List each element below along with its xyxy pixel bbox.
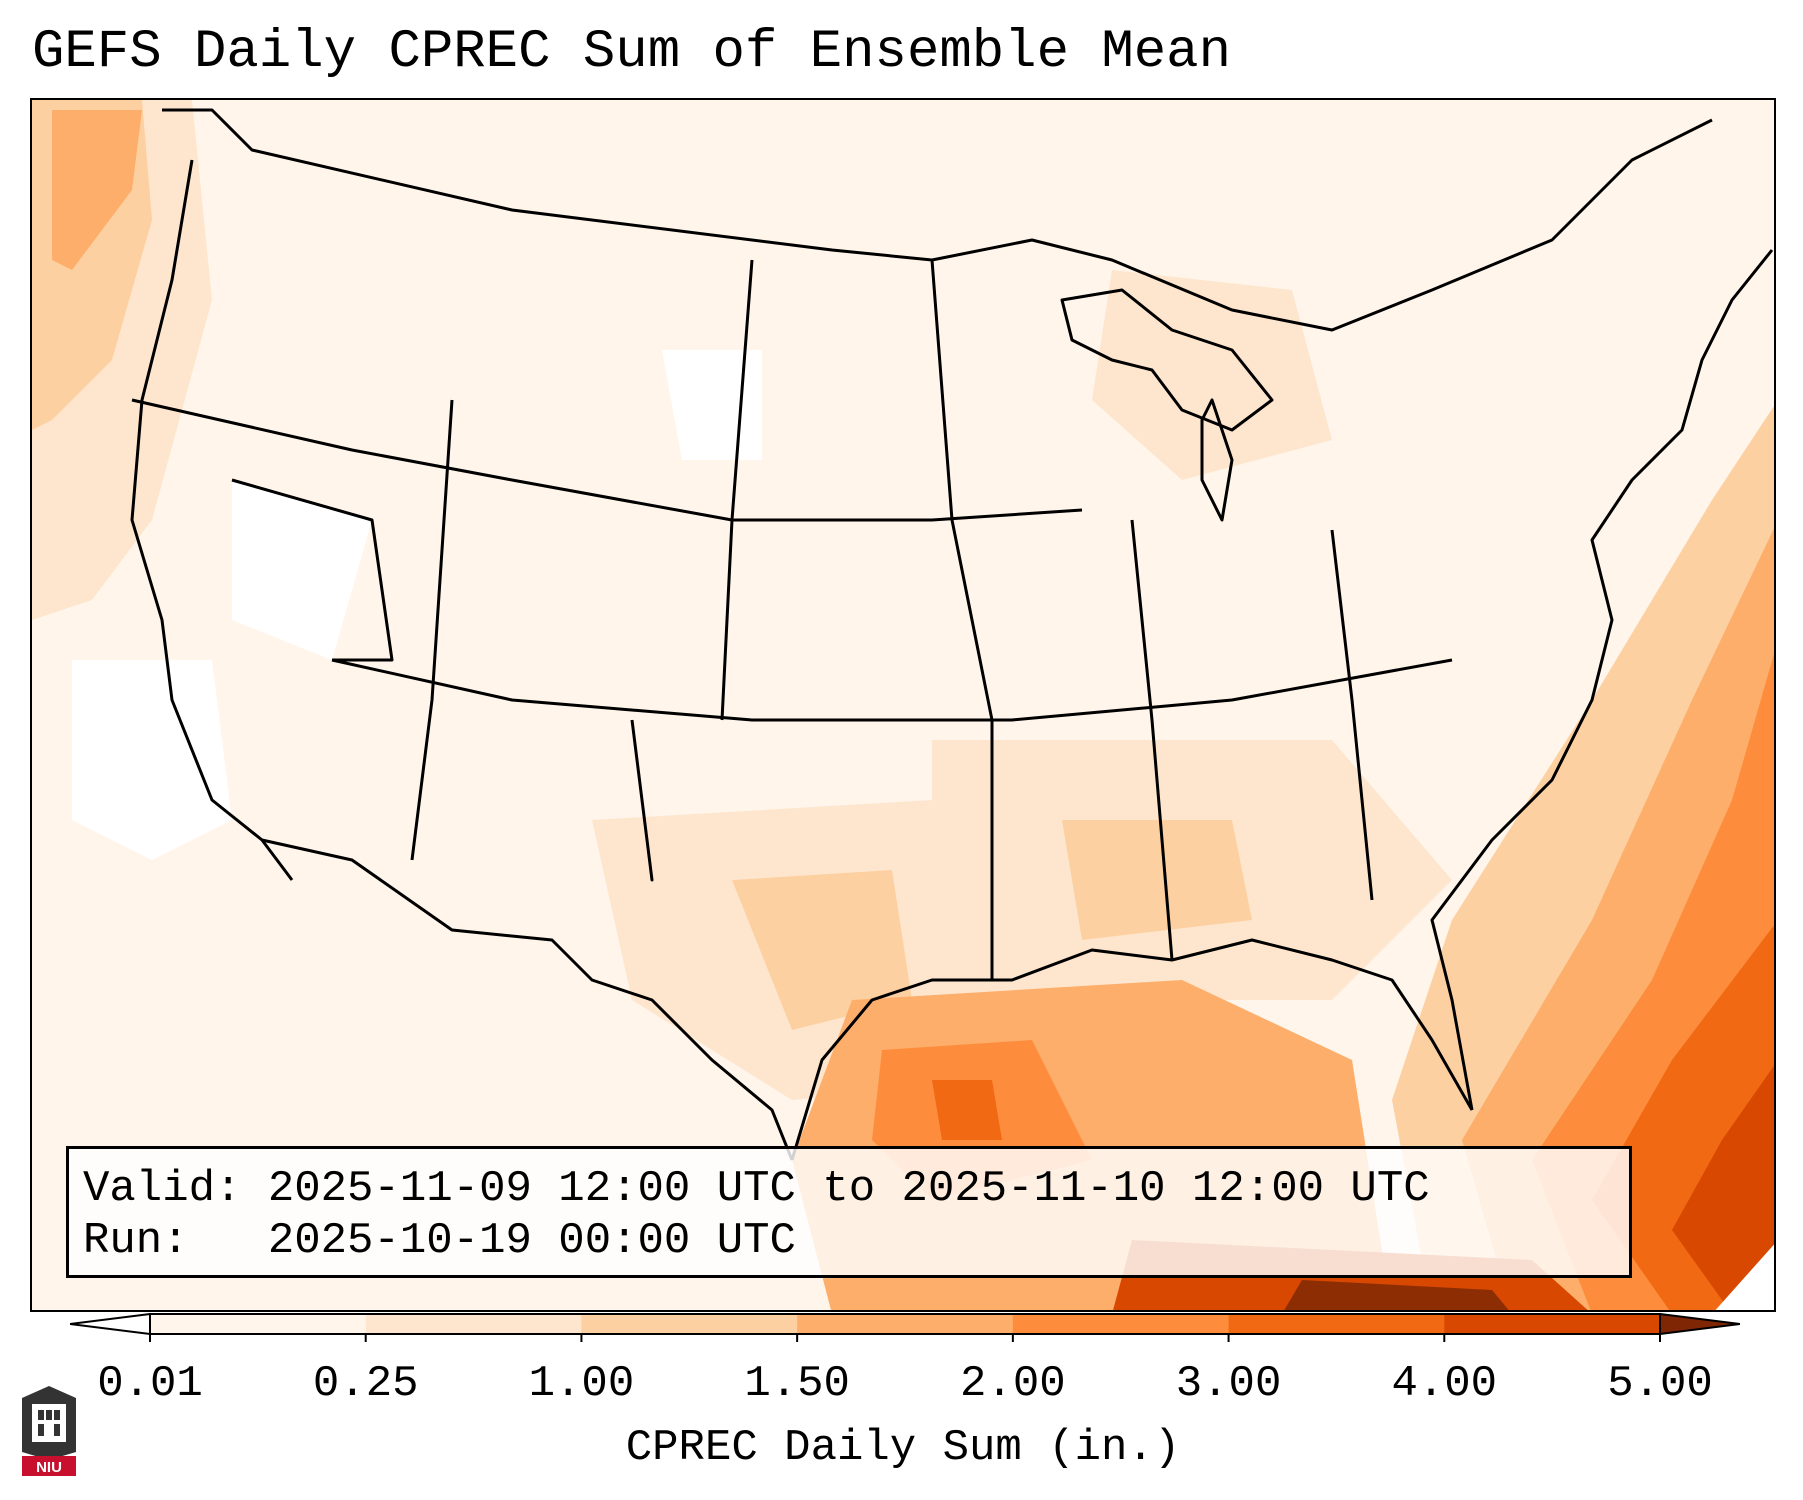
logo-window — [54, 1410, 60, 1420]
logo-window — [38, 1424, 44, 1436]
logo-text: NIU — [36, 1459, 62, 1476]
colorbar-segment — [365, 1314, 582, 1334]
colorbar-segment — [797, 1314, 1014, 1334]
map-title: GEFS Daily CPREC Sum of Ensemble Mean — [32, 22, 1231, 83]
field-pacific-dry — [72, 660, 232, 860]
logo-building — [32, 1404, 66, 1442]
colorbar-tick-label: 1.50 — [744, 1359, 850, 1409]
colorbar-tick-label: 3.00 — [1175, 1359, 1282, 1409]
atlantic-coastline — [1430, 249, 1774, 1111]
colorbar-over-extension — [1659, 1312, 1740, 1336]
state-line-8 — [1330, 529, 1374, 901]
logo-window — [46, 1410, 52, 1420]
colorbar-tick-label: 0.01 — [97, 1359, 203, 1409]
colorbar-segment — [581, 1314, 798, 1334]
canada-border — [162, 108, 1713, 332]
colorbar-tick-label: 2.00 — [960, 1359, 1066, 1409]
gulf-coastline — [790, 938, 1474, 1161]
valid-label: Valid: — [83, 1164, 242, 1214]
colorbar-tick-label: 0.25 — [312, 1359, 419, 1409]
logo-window — [54, 1424, 60, 1436]
colorbar-segment — [1228, 1314, 1445, 1334]
field-plains-dry — [662, 350, 762, 460]
off-domain-corner — [1715, 1244, 1774, 1310]
colorbar-segment — [1012, 1314, 1230, 1334]
state-line-9 — [231, 478, 394, 662]
field-texas-core — [732, 870, 912, 1030]
run-value: 2025-10-19 00:00 UTC — [267, 1216, 796, 1266]
valid-value: 2025-11-09 12:00 UTC to 2025-11-10 12:00… — [267, 1164, 1430, 1214]
field-nevada-dry — [232, 480, 372, 660]
run-label: Run: — [83, 1216, 189, 1266]
colorbar-segment — [1444, 1314, 1661, 1334]
pacific-coastline — [130, 159, 294, 881]
field-great-lakes — [1092, 270, 1332, 480]
colorbar-ticks — [149, 1334, 1661, 1342]
mexico-border — [261, 838, 794, 1161]
boundary-lines — [130, 108, 1774, 1161]
state-line-3 — [630, 719, 654, 882]
lake-michigan — [1200, 398, 1234, 522]
colorbar-segment — [150, 1314, 367, 1334]
logo-band — [22, 1456, 76, 1476]
logo-window — [38, 1410, 44, 1420]
colorbar-frame — [149, 1313, 1661, 1335]
field-gulf-peak — [932, 1080, 1002, 1140]
field-nw-peak — [52, 110, 142, 270]
state-line-1 — [131, 398, 1083, 522]
colorbar-tick-label: 5.00 — [1607, 1359, 1713, 1409]
colorbar-segments — [70, 1312, 1740, 1336]
field-south-peak — [1284, 1280, 1509, 1310]
colorbar-label: CPREC Daily Sum (in.) — [625, 1423, 1181, 1473]
colorbar-tick-label: 4.00 — [1391, 1359, 1498, 1409]
field-gulf-states — [1062, 820, 1252, 940]
state-line-2 — [331, 658, 1453, 722]
valid-run-info: Valid: 2025-11-09 12:00 UTC to 2025-11-1… — [66, 1146, 1632, 1278]
great-lakes-outline — [1060, 288, 1274, 432]
state-line-4 — [410, 399, 454, 861]
university-logo-icon: NIU — [22, 1386, 76, 1476]
state-line-5 — [720, 259, 754, 721]
colorbar — [70, 1312, 1740, 1342]
field-caribbean-core — [1672, 1065, 1774, 1310]
colorbar-under-extension — [70, 1312, 151, 1336]
precipitation-map — [32, 100, 1774, 1310]
state-line-6 — [930, 259, 994, 980]
map-panel — [30, 98, 1776, 1312]
state-line-7 — [1130, 519, 1174, 961]
colorbar-tick-label: 1.00 — [528, 1359, 635, 1409]
